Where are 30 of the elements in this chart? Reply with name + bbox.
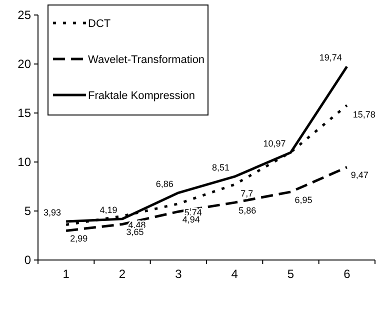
- legend-label: DCT: [88, 18, 111, 30]
- line-series: [64, 65, 348, 223]
- data-label: 8,51: [212, 162, 230, 173]
- legend-label: Fraktale Kompression: [88, 90, 195, 102]
- data-label: 4,19: [100, 204, 118, 215]
- data-label: 3,93: [44, 207, 62, 218]
- x-tick-label: 3: [175, 267, 182, 281]
- data-label: 5,86: [238, 206, 256, 216]
- legend-label: Wavelet-Transformation: [88, 54, 205, 66]
- data-label: 2,99: [70, 234, 88, 244]
- data-label: 15,78: [352, 109, 376, 120]
- y-tick-label: 20: [18, 57, 32, 72]
- x-tick-label: 5: [287, 267, 294, 281]
- y-tick-label: 5: [24, 204, 32, 218]
- y-tick-label: 10: [18, 155, 32, 170]
- data-label: 7,7: [240, 188, 254, 199]
- data-label: 10,97: [263, 138, 286, 148]
- data-label: 19,74: [319, 52, 342, 63]
- x-tick-label: 2: [118, 267, 126, 281]
- x-tick-label: 6: [344, 267, 351, 281]
- x-tick-label: 4: [231, 267, 238, 281]
- y-tick-label: 0: [24, 253, 32, 268]
- y-tick-label: 25: [18, 8, 32, 22]
- y-tick-label: 15: [18, 106, 32, 120]
- data-label: 9,47: [350, 170, 368, 180]
- x-tick-label: 1: [62, 267, 70, 281]
- data-label: 6,86: [156, 178, 174, 189]
- data-label: 6,95: [294, 194, 312, 205]
- data-label: 3,65: [126, 227, 144, 238]
- data-label: 4,94: [182, 214, 200, 225]
